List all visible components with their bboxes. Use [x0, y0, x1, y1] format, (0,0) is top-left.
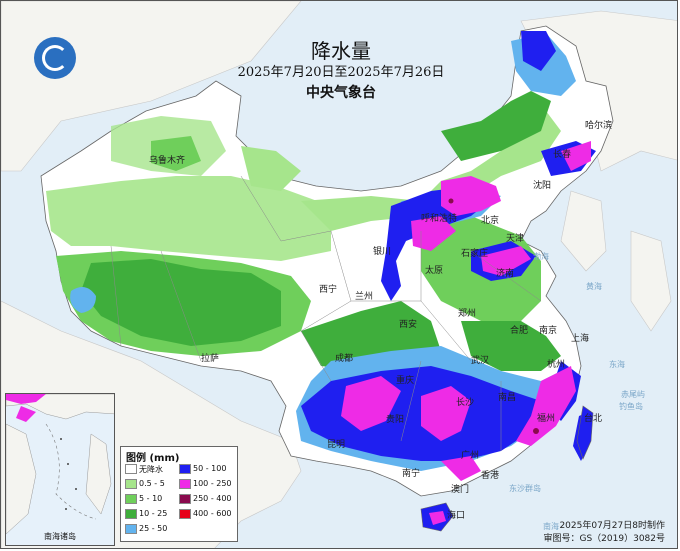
legend-swatch — [125, 479, 137, 489]
city-label: 上海 — [571, 334, 590, 344]
legend-swatch — [179, 479, 191, 489]
legend-label: 0.5 - 5 — [139, 479, 165, 488]
agency-logo — [34, 37, 76, 79]
sea-label: 赤尾屿 — [621, 390, 645, 399]
city-label: 银川 — [373, 247, 392, 257]
sea-label: 黄海 — [586, 282, 602, 291]
city-label: 澳门 — [451, 485, 470, 495]
legend-title: 图例 (mm) — [126, 453, 180, 464]
legend-swatch — [125, 524, 137, 534]
city-label: 南昌 — [498, 393, 517, 403]
city-label: 昆明 — [327, 440, 346, 450]
city-label: 呼和浩特 — [421, 214, 458, 224]
city-label: 南宁 — [402, 469, 421, 479]
city-label: 太原 — [425, 266, 444, 276]
agency-name: 中央气象台 — [306, 85, 376, 101]
city-label: 石家庄 — [461, 249, 489, 259]
city-label: 贵阳 — [386, 415, 405, 425]
city-label: 乌鲁木齐 — [149, 156, 186, 166]
city-label: 拉萨 — [201, 354, 220, 364]
legend-swatch — [179, 509, 191, 519]
city-label: 重庆 — [396, 376, 415, 386]
city-label: 武汉 — [471, 356, 490, 366]
city-label: 长沙 — [456, 398, 475, 408]
city-label: 长春 — [553, 150, 572, 160]
legend-label: 10 - 25 — [139, 509, 168, 518]
legend-label: 50 - 100 — [193, 464, 227, 473]
city-label: 天津 — [506, 234, 525, 244]
legend-swatch — [179, 464, 191, 474]
sea-label: 南海 — [543, 522, 559, 531]
sea-label: 钓鱼岛 — [619, 402, 643, 411]
legend-swatch — [125, 509, 137, 519]
inset-label: 南海诸岛 — [44, 532, 76, 541]
legend-label: 100 - 250 — [193, 479, 232, 488]
legend-label: 250 - 400 — [193, 494, 232, 503]
legend-swatch — [179, 494, 191, 504]
legend-label: 5 - 10 — [139, 494, 163, 503]
city-label: 合肥 — [510, 326, 529, 336]
city-label: 海口 — [447, 511, 466, 521]
city-label: 沈阳 — [533, 181, 552, 191]
legend: 图例 (mm) 无降水 0.5 - 5 5 - 10 10 - 25 25 - … — [120, 446, 238, 542]
sea-label: 东沙群岛 — [509, 484, 541, 493]
city-label: 福州 — [537, 414, 556, 424]
city-label: 郑州 — [458, 309, 477, 319]
city-label: 兰州 — [355, 292, 374, 302]
approval-number: 审图号：GS（2019）3082号 — [543, 534, 666, 544]
city-label: 哈尔滨 — [585, 121, 613, 131]
legend-swatch — [125, 494, 137, 504]
legend-swatch — [125, 464, 137, 474]
city-label: 南京 — [539, 326, 558, 336]
legend-label: 无降水 — [139, 465, 163, 474]
city-label: 西安 — [399, 320, 418, 330]
city-label: 广州 — [461, 451, 480, 461]
city-label: 杭州 — [547, 360, 566, 370]
south-china-sea-inset: 南海诸岛 — [5, 393, 115, 546]
sea-label: 渤海 — [533, 252, 549, 261]
sea-label: 东海 — [609, 360, 625, 369]
city-label: 西宁 — [319, 285, 338, 295]
city-label: 成都 — [335, 354, 354, 364]
city-label: 香港 — [481, 471, 500, 481]
map-title: 降水量 — [311, 39, 371, 63]
city-label: 济南 — [496, 269, 515, 279]
legend-label: 25 - 50 — [139, 524, 168, 533]
legend-label: 400 - 600 — [193, 509, 232, 518]
city-label: 北京 — [481, 216, 500, 226]
city-label: 台北 — [584, 414, 603, 424]
issue-time: 2025年07月27日8时制作 — [559, 521, 665, 531]
date-range: 2025年7月20日至2025年7月26日 — [237, 65, 445, 80]
